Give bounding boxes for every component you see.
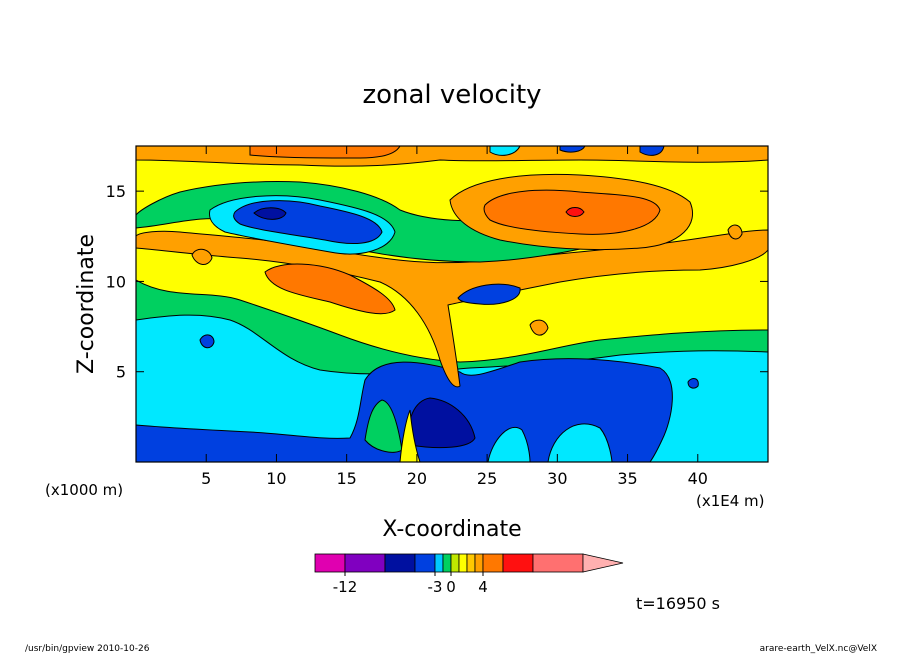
contour-darkorange-top xyxy=(249,146,401,159)
plot-frame xyxy=(135,145,769,463)
contour-darkorange-core xyxy=(264,263,396,315)
x-axis-ticks: 5 10 15 20 25 30 35 40 xyxy=(201,146,708,488)
colorbar-bin xyxy=(344,553,386,573)
colorbar-ticks: -12 -3 0 4 xyxy=(333,572,488,596)
contour-blue-patch xyxy=(457,283,521,305)
x-tick-label: 15 xyxy=(336,469,356,488)
contour-green-column xyxy=(364,399,403,453)
colorbar-bin xyxy=(458,553,468,573)
x-tick-label: 40 xyxy=(688,469,708,488)
colorbar-bin xyxy=(414,553,436,573)
colorbar-tick-label: -3 xyxy=(428,578,443,596)
contour-yellow-wedge xyxy=(399,409,421,462)
time-label: t=16950 s xyxy=(636,594,720,613)
x-unit-left: (x1000 m) xyxy=(45,481,123,499)
x-axis-label: X-coordinate xyxy=(382,517,521,542)
colorbar-tick-label: -12 xyxy=(333,578,358,596)
colorbar-bin xyxy=(442,553,452,573)
y-axis-ticks: 5 10 15 xyxy=(106,182,768,382)
x-tick-label: 20 xyxy=(407,469,427,488)
x-unit-right: (x1E4 m) xyxy=(696,492,765,510)
x-tick-label: 10 xyxy=(266,469,286,488)
chart-title: zonal velocity xyxy=(362,80,541,110)
colorbar-bin xyxy=(384,553,416,573)
contour-darkblue-core xyxy=(408,397,476,449)
footer-right: arare-earth_VelX.nc@VelX xyxy=(760,644,877,654)
contour-orange-cell xyxy=(191,224,743,336)
footer-left: /usr/bin/gpview 2010-10-26 xyxy=(25,644,150,654)
colorbar-bin xyxy=(434,553,444,573)
x-tick-label: 30 xyxy=(547,469,567,488)
contour-blue-surface xyxy=(136,358,673,462)
colorbar-bin xyxy=(502,553,534,573)
colorbar-tick-label: 0 xyxy=(446,578,456,596)
colorbar-bin xyxy=(466,553,476,573)
contour-darkblue-upper xyxy=(253,207,287,220)
x-tick-label: 5 xyxy=(201,469,211,488)
x-tick-label: 25 xyxy=(477,469,497,488)
colorbar-extension-arrow xyxy=(582,553,624,573)
colorbar-bin xyxy=(314,553,346,573)
colorbar-bin xyxy=(532,553,584,573)
y-tick-label: 5 xyxy=(116,363,126,382)
x-tick-label: 35 xyxy=(617,469,637,488)
colorbar xyxy=(314,553,624,573)
contour-blue-cell xyxy=(199,334,215,349)
colorbar-bin xyxy=(482,553,504,573)
contour-blue-cell-right xyxy=(687,378,699,389)
y-axis-label: Z-coordinate xyxy=(74,234,99,374)
contour-field xyxy=(136,146,768,462)
colorbar-bin xyxy=(474,553,484,573)
colorbar-bin xyxy=(450,553,460,573)
contour-red-jet xyxy=(565,207,585,217)
contour-cyan-notch xyxy=(487,423,613,462)
colorbar-tick-label: 4 xyxy=(478,578,488,596)
y-tick-label: 15 xyxy=(106,182,126,201)
y-tick-label: 10 xyxy=(106,272,126,291)
